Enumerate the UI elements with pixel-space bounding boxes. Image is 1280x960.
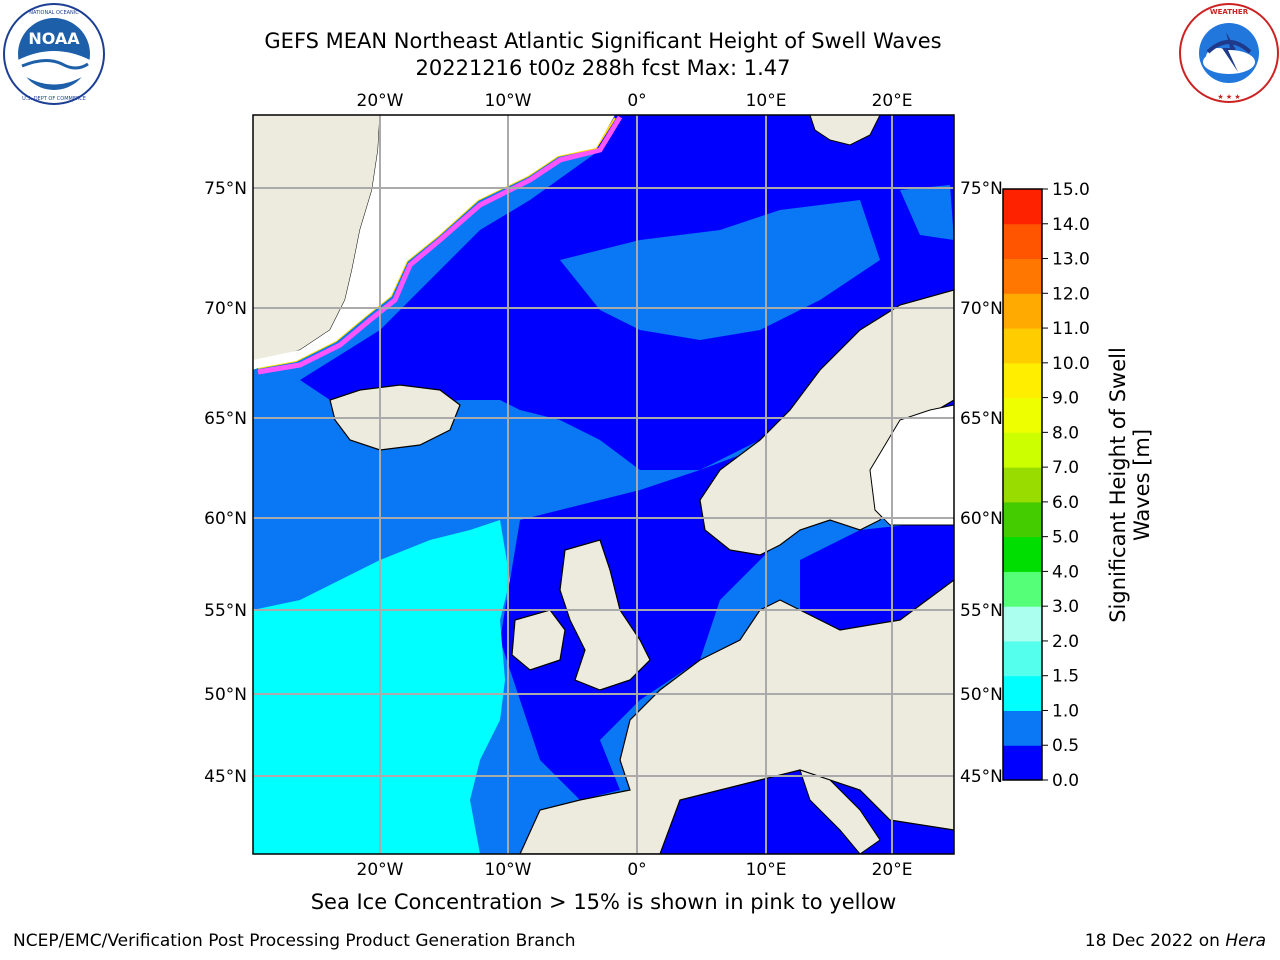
lon-tick-bottom: 20°E	[872, 860, 913, 880]
colorbar-tick-label: 1.0	[1052, 701, 1079, 721]
colorbar-segment	[1003, 293, 1042, 329]
high-swell-region	[253, 520, 510, 854]
land-ireland	[511, 609, 566, 671]
svg-text:NOAA: NOAA	[28, 29, 80, 48]
footer-host: Hera	[1225, 931, 1266, 951]
lat-tick-left: 60°N	[204, 509, 247, 529]
lat-tick-right: 60°N	[960, 509, 1003, 529]
lat-tick-left: 75°N	[204, 179, 247, 199]
lat-tick-right: 50°N	[960, 685, 1003, 705]
colorbar-segment	[1003, 189, 1042, 225]
colorbar	[1003, 189, 1042, 781]
sea-ice-edge	[257, 115, 623, 375]
footer-date-text: 18 Dec 2022 on	[1084, 931, 1226, 951]
chart-subtitle: 20221216 t00z 288h fcst Max: 1.47	[415, 56, 791, 80]
colorbar-ticks: 15.0 14.0 13.0 12.0 11.0 10.0 9.0 8.0 7.0 6.0 5.0 4…	[1042, 180, 1090, 791]
land-britain	[559, 539, 651, 691]
colorbar-tick-label: 9.0	[1052, 389, 1079, 409]
lat-tick-left: 55°N	[204, 601, 247, 621]
lat-tick-left: 70°N	[204, 299, 247, 319]
svg-text:★ ★ ★: ★ ★ ★	[1217, 93, 1240, 101]
land-svalbard	[809, 115, 881, 146]
colorbar-tick-label: 11.0	[1052, 319, 1090, 339]
lon-tick-bottom: 10°E	[746, 860, 787, 880]
svg-text:U.S. DEPT OF COMMERCE: U.S. DEPT OF COMMERCE	[22, 96, 86, 102]
map-area	[253, 115, 954, 854]
colorbar-tick-label: 5.0	[1052, 528, 1079, 548]
lon-tick-top: 0°	[627, 91, 646, 111]
colorbar-label-line1: Significant Height of Swell	[1106, 347, 1130, 623]
colorbar-segment	[1003, 223, 1042, 260]
land-italy	[799, 769, 881, 854]
colorbar-label-line2: Waves [m]	[1130, 428, 1154, 542]
colorbar-segment	[1003, 675, 1042, 711]
lon-tick-top: 20°E	[872, 91, 913, 111]
sea-ice-area	[253, 115, 615, 370]
lon-tick-top: 20°W	[357, 91, 404, 111]
colorbar-segment	[1003, 606, 1042, 642]
colorbar-segment	[1003, 362, 1042, 399]
lat-tick-right: 65°N	[960, 409, 1003, 429]
colorbar-segment	[1003, 745, 1042, 781]
colorbar-tick-label: 0.0	[1052, 771, 1079, 791]
lat-tick-right: 75°N	[960, 179, 1003, 199]
colorbar-tick-label: 10.0	[1052, 354, 1090, 374]
colorbar-segment	[1003, 397, 1042, 433]
lon-tick-top: 10°W	[485, 91, 532, 111]
colorbar-segment	[1003, 328, 1042, 364]
lon-tick-bottom: 10°W	[485, 860, 532, 880]
lon-tick-bottom: 0°	[627, 860, 646, 880]
colorbar-frame	[1002, 188, 1043, 781]
map-frame	[252, 114, 955, 855]
lon-tick-top: 10°E	[746, 91, 787, 111]
colorbar-segment	[1003, 640, 1042, 677]
colorbar-tick-label: 4.0	[1052, 562, 1079, 582]
chart-title: GEFS MEAN Northeast Atlantic Significant…	[264, 29, 942, 53]
colorbar-segment	[1003, 710, 1042, 746]
lat-tick-left: 50°N	[204, 685, 247, 705]
colorbar-tick-label: 2.0	[1052, 632, 1079, 652]
svg-text:NATIONAL OCEANIC: NATIONAL OCEANIC	[29, 10, 79, 16]
colorbar-tick-label: 8.0	[1052, 423, 1079, 443]
colorbar-segment	[1003, 258, 1042, 294]
colorbar-tick-label: 6.0	[1052, 493, 1079, 513]
colorbar-segment	[1003, 571, 1042, 607]
lat-tick-right: 55°N	[960, 601, 1003, 621]
colorbar-segment	[1003, 432, 1042, 468]
lat-tick-right: 70°N	[960, 299, 1003, 319]
mid-swell-patch-north	[560, 200, 880, 340]
colorbar-tick-label: 3.0	[1052, 597, 1079, 617]
colorbar-tick-label: 14.0	[1052, 215, 1090, 235]
colorbar-tick-label: 15.0	[1052, 180, 1090, 200]
sea-ice-caption: Sea Ice Concentration > 15% is shown in …	[310, 890, 897, 914]
noaa-logo: NOAA NATIONAL OCEANIC U.S. DEPT OF COMME…	[3, 3, 105, 105]
colorbar-tick-label: 1.5	[1052, 667, 1079, 687]
footer-branch: NCEP/EMC/Verification Post Processing Pr…	[13, 931, 576, 951]
colorbar-segment	[1003, 467, 1042, 503]
nws-logo: WEATHER ★ ★ ★	[1179, 3, 1279, 103]
colorbar-tick-label: 7.0	[1052, 458, 1079, 478]
low-swell-region-mediterranean	[660, 770, 954, 854]
lat-tick-left: 45°N	[204, 767, 247, 787]
mid-swell-patch-east	[900, 185, 954, 240]
lat-tick-left: 65°N	[204, 409, 247, 429]
map-gridlines	[253, 115, 954, 854]
colorbar-tick-label: 12.0	[1052, 284, 1090, 304]
low-swell-region-baltic	[800, 520, 954, 630]
colorbar-segment	[1003, 501, 1042, 538]
lat-tick-right: 45°N	[960, 767, 1003, 787]
lon-tick-bottom: 20°W	[357, 860, 404, 880]
colorbar-segment	[1003, 536, 1042, 572]
colorbar-tick-label: 0.5	[1052, 736, 1079, 756]
colorbar-tick-label: 13.0	[1052, 250, 1090, 270]
footer-date: 18 Dec 2022 on Hera	[1085, 931, 1266, 951]
svg-text:WEATHER: WEATHER	[1210, 8, 1249, 16]
